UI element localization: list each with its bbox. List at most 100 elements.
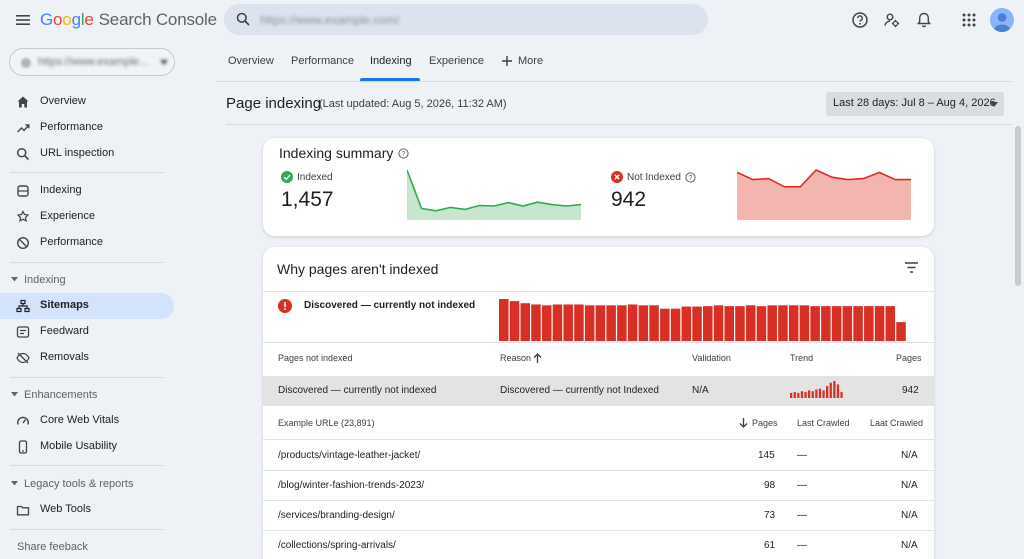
removals-icon	[16, 351, 30, 365]
sidebar-item-label: Sitemaps	[40, 299, 89, 311]
col-header-url-pages[interactable]: Pages	[752, 418, 778, 428]
tab-overview[interactable]: Overview	[228, 55, 274, 67]
section-indexing[interactable]: Indexing	[0, 269, 174, 291]
arrow-down-icon[interactable]	[739, 418, 748, 428]
tab-performance[interactable]: Performance	[291, 55, 354, 67]
product-name: Search Console	[98, 10, 217, 29]
sidebar-item-label: Performance	[40, 236, 103, 248]
chart-bar	[788, 305, 799, 341]
section-enhancements[interactable]: Enhancements	[0, 384, 174, 406]
date-range-selector[interactable]: Last 28 days: Jul 8 – Aug 4, 2026	[826, 92, 1004, 116]
divider	[263, 470, 934, 471]
url-cell[interactable]: /blog/winter-fashion-trends-2023/	[278, 480, 425, 491]
notifications-icon[interactable]	[914, 10, 934, 30]
active-tab-indicator	[360, 78, 420, 81]
sidebar-item-indexing[interactable]: Indexing	[0, 178, 174, 204]
col-header-last-crawled-2[interactable]: Laat Crawled	[870, 418, 924, 428]
chart-bar	[808, 390, 811, 398]
caret-down-icon	[11, 481, 18, 486]
url-search-bar[interactable]	[224, 4, 708, 35]
arrow-up-icon[interactable]	[533, 353, 542, 363]
row-name: Discovered — currently not indexed	[278, 385, 437, 396]
chart-bar	[713, 305, 724, 341]
divider	[263, 291, 934, 292]
chart-bar	[800, 391, 804, 398]
property-name: https://www.example...	[38, 56, 149, 68]
section-legacy[interactable]: Legacy tools & reports	[0, 473, 174, 495]
crawled-cell: —	[797, 540, 807, 551]
scrollbar[interactable]	[1015, 126, 1021, 286]
url-cell[interactable]: /services/branding-design/	[278, 510, 395, 521]
menu-icon[interactable]	[14, 11, 32, 29]
chart-bar	[790, 392, 793, 398]
chart-bar	[520, 303, 531, 341]
manage-users-icon[interactable]	[882, 10, 902, 30]
divider	[263, 530, 934, 531]
tab-more[interactable]: More	[518, 55, 544, 67]
avatar[interactable]	[990, 8, 1014, 32]
share-feedback-link[interactable]: Share feeback	[17, 541, 88, 553]
chart-bar	[509, 301, 520, 341]
chart-bar	[703, 306, 713, 341]
sidebar-item-performance-2[interactable]: Performance	[0, 230, 174, 256]
sidebar-divider	[10, 465, 164, 466]
crawled-cell: —	[797, 450, 807, 461]
svg-text:?: ?	[689, 175, 693, 182]
property-selector[interactable]: https://www.example...	[9, 48, 175, 76]
not-indexed-count: 942	[611, 188, 647, 211]
help-icon[interactable]	[850, 10, 870, 30]
table-row-selected[interactable]	[263, 376, 934, 406]
not-indexed-label: Not Indexed	[627, 172, 681, 183]
plus-icon[interactable]	[501, 55, 513, 67]
help-icon[interactable]: ?	[685, 172, 696, 183]
indexed-trend-chart	[407, 169, 581, 220]
filter-icon[interactable]	[905, 262, 918, 273]
logo-letter: o	[62, 10, 72, 29]
experience-icon	[16, 210, 30, 224]
col-header-trend[interactable]: Trend	[790, 353, 814, 363]
row-trend-chart	[790, 381, 843, 398]
sidebar-item-label: Indexing	[40, 184, 82, 196]
sidebar-item-mobile-usability[interactable]: Mobile Usability	[0, 434, 174, 460]
sidebar-item-experience[interactable]: Experience	[0, 204, 174, 230]
col-header-last-crawled[interactable]: Last Crawled	[797, 418, 850, 428]
chart-bar	[815, 389, 818, 398]
sidebar-item-overview[interactable]: Overview	[0, 89, 174, 115]
sidebar-item-url-inspection[interactable]: URL inspection	[0, 141, 174, 167]
chart-bar	[541, 305, 552, 341]
chart-bar	[627, 304, 638, 341]
area-fill	[407, 170, 581, 220]
date-range-label: Last 28 days: Jul 8 – Aug 4, 2026	[833, 97, 996, 109]
sidebar-item-web-tools[interactable]: Web Tools	[0, 497, 174, 523]
why-not-indexed-card: Why pages aren't indexed Discovered — cu…	[263, 247, 934, 559]
row-pages: 942	[902, 385, 919, 396]
sidebar-item-label: Web Tools	[40, 503, 91, 515]
app-logo[interactable]: Google Search Console	[40, 10, 217, 30]
help-icon[interactable]: ?	[398, 148, 409, 159]
url-cell[interactable]: /collections/spring-arrivals/	[278, 540, 396, 551]
series-line	[407, 169, 581, 212]
col-header-validation[interactable]: Validation	[692, 353, 731, 363]
apps-icon[interactable]	[959, 10, 979, 30]
url-cell[interactable]: /products/vintage-leather-jacket/	[278, 450, 421, 461]
sidebar-item-performance[interactable]: Performance	[0, 115, 174, 141]
url-search-input[interactable]	[260, 10, 680, 29]
col-header-pages-not-indexed[interactable]: Pages not indexed	[278, 353, 353, 363]
sidebar-item-sitemaps[interactable]: Sitemaps	[0, 293, 174, 319]
sidebar-item-removals[interactable]: Removals	[0, 345, 174, 371]
tab-indexing[interactable]: Indexing	[370, 55, 412, 67]
sidebar-item-core-web-vitals[interactable]: Core Web Vitals	[0, 408, 174, 434]
indexed-count: 1,457	[281, 188, 334, 211]
sidebar-divider	[10, 529, 164, 530]
col-header-example-urls: Example URLe (23,891)	[278, 418, 375, 428]
col-header-pages[interactable]: Pages	[896, 353, 922, 363]
sidebar-divider	[10, 262, 164, 263]
sidebar-divider	[10, 172, 164, 173]
divider	[263, 439, 934, 440]
sidebar-item-feedward[interactable]: Feedward	[0, 319, 174, 345]
tab-experience[interactable]: Experience	[429, 55, 485, 67]
chart-bar	[797, 392, 800, 398]
last-crawled-cell: N/A	[901, 480, 918, 491]
sidebar-item-label: Performance	[40, 121, 103, 133]
col-header-reason[interactable]: Reason	[500, 353, 532, 363]
